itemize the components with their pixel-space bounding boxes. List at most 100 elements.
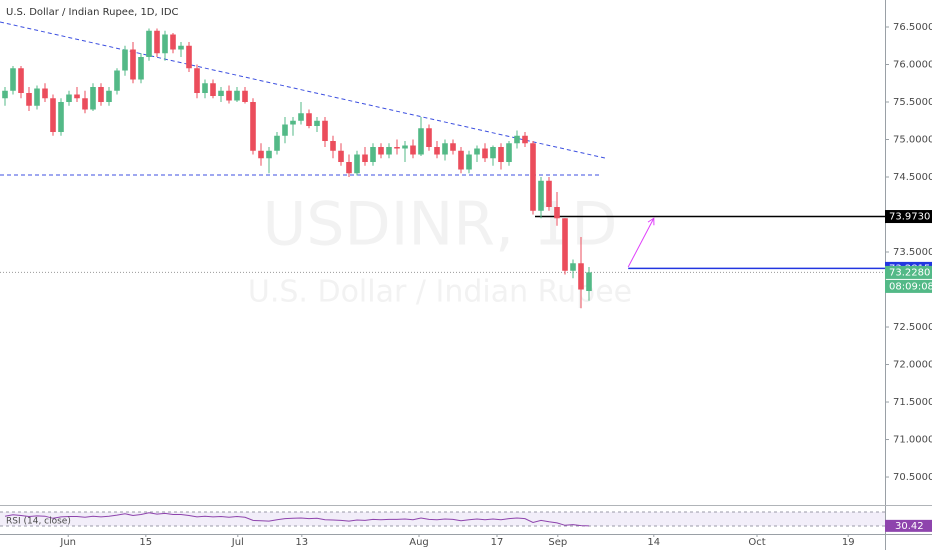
- candle-body: [82, 98, 88, 110]
- candle-body: [338, 150, 344, 163]
- x-tick-label: 14: [647, 537, 660, 548]
- candle-body: [346, 162, 352, 174]
- price-label: 73.2280: [889, 267, 930, 278]
- candle-body: [314, 120, 320, 127]
- candle-body: [186, 45, 192, 69]
- arrow-head: [647, 217, 655, 226]
- candle-body: [554, 207, 560, 219]
- rsi-name: RSI (14, close): [6, 517, 71, 527]
- y-tick-label: 71.5000: [893, 397, 932, 408]
- rsi-line: [4, 512, 590, 527]
- candle-body: [322, 120, 328, 142]
- candle-body: [90, 87, 96, 110]
- candle-body: [162, 34, 168, 54]
- candle-body: [298, 113, 304, 121]
- candle-body: [290, 120, 296, 125]
- candle-body: [474, 148, 480, 155]
- candle-body: [306, 113, 312, 127]
- x-tick-label: Jun: [59, 537, 76, 548]
- candle-body: [114, 70, 120, 91]
- candle-body: [570, 263, 576, 271]
- candle-body: [146, 30, 152, 58]
- candle-body: [466, 154, 472, 170]
- candle-body: [402, 145, 408, 149]
- y-tick-label: 76.0000: [893, 60, 932, 71]
- candle-body: [154, 30, 160, 54]
- candle-body: [58, 102, 64, 133]
- candle-body: [354, 154, 360, 174]
- candle-body: [386, 147, 392, 155]
- countdown-timer: 08:09:08: [889, 281, 932, 292]
- candle-body: [378, 147, 384, 155]
- candle-body: [498, 147, 504, 163]
- candle-body: [538, 180, 544, 211]
- x-tick-label: 15: [139, 537, 152, 548]
- candle-body: [10, 68, 16, 91]
- x-tick-label: Oct: [748, 537, 765, 548]
- x-tick-label: 17: [491, 537, 504, 548]
- watermark-name: U.S. Dollar / Indian Rupee: [248, 275, 632, 310]
- y-tick-label: 75.5000: [893, 97, 932, 108]
- candle-body: [170, 34, 176, 50]
- candle-body: [442, 143, 448, 155]
- x-tick-label: Sep: [548, 537, 567, 548]
- price-label: 73.9730: [889, 212, 930, 223]
- price-label-box: [885, 210, 932, 224]
- y-tick-label: 72.0000: [893, 360, 932, 371]
- arrow-line: [627, 218, 655, 268]
- candle-body: [282, 124, 288, 136]
- candle-body: [130, 49, 136, 80]
- candle-body: [370, 147, 376, 163]
- timer-box: [885, 279, 932, 293]
- candle-body: [178, 45, 184, 50]
- candle-body: [242, 90, 248, 103]
- candle-body: [506, 143, 512, 163]
- rsi-value-box: [885, 519, 932, 532]
- candle-body: [138, 57, 144, 80]
- y-tick-label: 70.5000: [893, 472, 932, 483]
- candle-body: [194, 68, 200, 94]
- trend-line: [0, 21, 606, 159]
- y-tick-label: 71.0000: [893, 435, 932, 446]
- x-tick-label: Jul: [231, 537, 244, 548]
- candle-body: [234, 90, 240, 101]
- candle-body: [50, 98, 56, 133]
- candle-body: [530, 143, 536, 211]
- candle-body: [34, 88, 40, 106]
- chart-title: U.S. Dollar / Indian Rupee, 1D, IDC: [6, 7, 179, 18]
- rsi-value: 30.42: [895, 521, 924, 532]
- price-label-box: [885, 265, 932, 279]
- candle-body: [434, 147, 440, 155]
- candle-body: [362, 154, 368, 163]
- candle-body: [210, 83, 216, 97]
- y-tick-label: 74.5000: [893, 172, 932, 183]
- candle-body: [226, 90, 232, 101]
- candle-body: [458, 150, 464, 170]
- candle-body: [450, 143, 456, 151]
- candle-body: [482, 148, 488, 159]
- y-tick-label: 73.5000: [893, 247, 932, 258]
- candle-body: [426, 128, 432, 148]
- candle-body: [546, 180, 552, 208]
- x-tick-label: Aug: [409, 537, 429, 548]
- candle-body: [394, 147, 400, 149]
- candle-body: [66, 94, 72, 103]
- candle-body: [410, 145, 416, 155]
- candle-body: [122, 49, 128, 71]
- candle-body: [26, 93, 32, 106]
- candle-body: [202, 83, 208, 94]
- y-tick-label: 76.5000: [893, 22, 932, 33]
- candle-body: [330, 141, 336, 151]
- candle-body: [578, 263, 584, 290]
- candle-body: [258, 150, 264, 159]
- candle-body: [2, 90, 8, 99]
- candle-body: [266, 150, 272, 159]
- candle-body: [418, 128, 424, 155]
- candle-body: [74, 94, 80, 99]
- y-tick-label: 72.5000: [893, 322, 932, 333]
- watermark-symbol: USDINR, 1D: [263, 190, 618, 260]
- candle-body: [98, 87, 104, 103]
- candle-body: [490, 147, 496, 159]
